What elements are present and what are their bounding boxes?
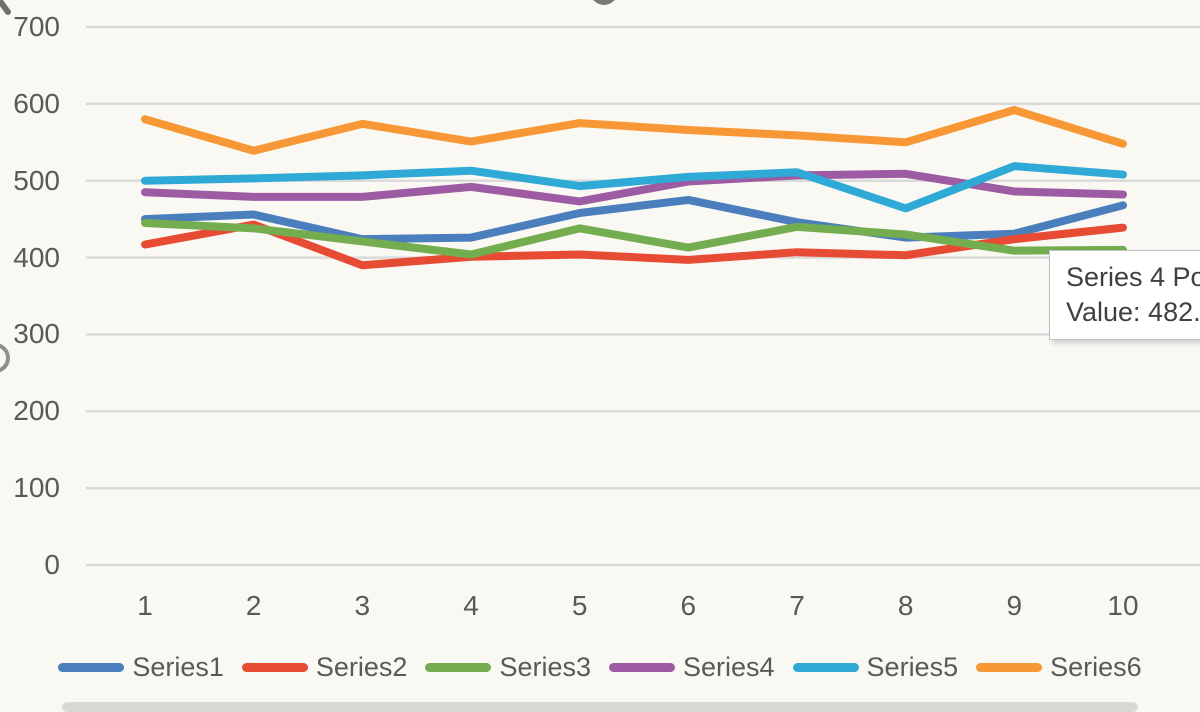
y-tick-label: 100	[13, 472, 60, 504]
x-tick-label: 9	[1006, 590, 1023, 621]
x-tick-label: 4	[463, 590, 479, 621]
y-tick-label: 0	[44, 549, 60, 580]
legend-label: Series4	[683, 652, 775, 682]
series-line-series2[interactable]	[141, 220, 1127, 270]
legend-label: Series6	[1050, 652, 1142, 682]
horizontal-scrollbar[interactable]	[62, 702, 1138, 712]
x-tick-label: 3	[354, 590, 371, 621]
series-line-series1[interactable]	[141, 195, 1127, 244]
legend-marker-icon	[976, 663, 1043, 672]
tooltip-value-label: Value: 482.	[1066, 297, 1200, 327]
y-tick-label: 600	[13, 87, 60, 119]
legend-label: Series2	[315, 652, 408, 682]
tooltip-series-label: Series 4 Po	[1066, 262, 1200, 292]
legend-marker-icon	[425, 663, 492, 672]
y-tick-label: 700	[13, 11, 60, 42]
legend-label: Series5	[866, 652, 959, 682]
x-tick-label: 10	[1107, 590, 1139, 621]
cropped-axis-title-glyph	[0, 343, 10, 373]
series-line-series6[interactable]	[141, 106, 1127, 155]
x-tick-label: 6	[680, 590, 697, 621]
x-tick-label: 7	[789, 590, 805, 621]
series-line-series4[interactable]	[141, 169, 1127, 206]
series-line-series5[interactable]	[141, 162, 1127, 213]
cropped-corner-glyph	[0, 0, 11, 15]
legend-label: Series3	[499, 652, 591, 682]
y-tick-label: 300	[13, 318, 60, 350]
legend-item-series3[interactable]: Series3	[425, 652, 591, 683]
legend-marker-icon	[609, 663, 675, 672]
legend-item-series4[interactable]: Series4	[609, 652, 775, 683]
series-line-series3[interactable]	[141, 218, 1127, 259]
legend-marker-icon	[58, 663, 125, 672]
legend-marker-icon	[241, 663, 308, 672]
gridlines	[86, 25, 1200, 567]
x-tick-label: 2	[245, 590, 262, 621]
legend: Series1 Series2 Series3 Series4 Series5 Serie…	[0, 652, 1200, 683]
y-tick-label: 200	[13, 395, 60, 427]
x-tick-label: 5	[571, 590, 588, 621]
x-tick-label: 8	[897, 590, 914, 621]
legend-marker-icon	[792, 663, 859, 672]
series-lines	[141, 106, 1127, 270]
legend-item-series5[interactable]: Series5	[792, 652, 959, 683]
legend-item-series1[interactable]: Series1	[58, 652, 224, 683]
legend-label: Series1	[132, 652, 224, 682]
cropped-title-glyph	[593, 0, 615, 5]
y-tick-label: 500	[13, 164, 60, 196]
legend-item-series6[interactable]: Series6	[976, 652, 1142, 683]
legend-item-series2[interactable]: Series2	[241, 652, 408, 683]
x-tick-label: 1	[137, 590, 153, 621]
tooltip: Series 4 Po Value: 482.	[1049, 250, 1200, 340]
y-tick-label: 400	[13, 241, 60, 273]
